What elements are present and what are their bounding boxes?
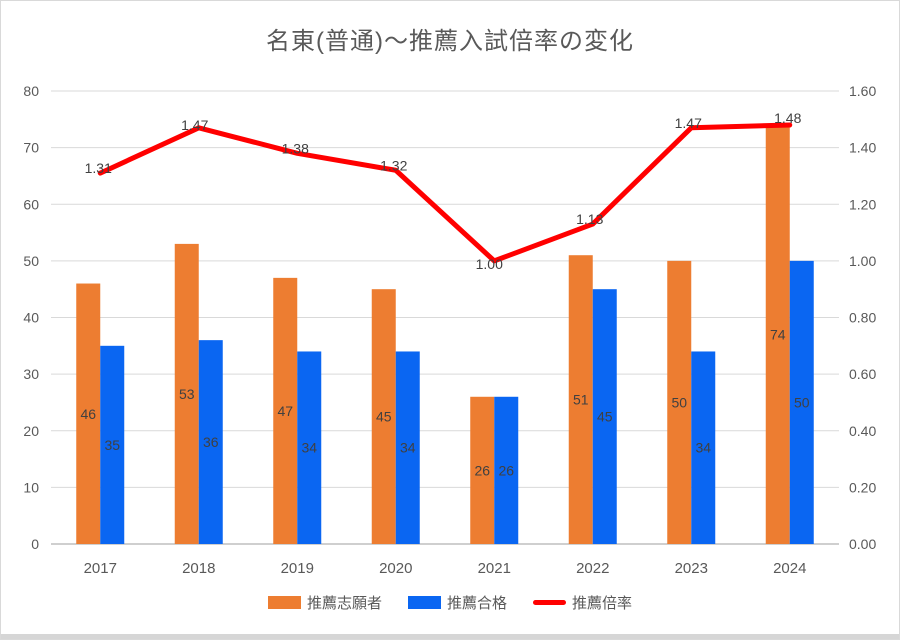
bar-label: 36 (203, 434, 219, 450)
bar-applicants-2017 (76, 283, 101, 544)
y-axis-left-tick: 20 (23, 423, 39, 439)
y-axis-right-tick: 1.40 (849, 140, 876, 156)
bar-label: 45 (376, 409, 392, 425)
x-axis-label: 2024 (773, 560, 806, 577)
bar-label: 45 (597, 409, 613, 425)
bar-label: 26 (498, 462, 514, 478)
line-label: 1.31 (85, 160, 112, 176)
bar-applicants-2020 (371, 289, 396, 544)
y-axis-right-tick: 0.40 (849, 423, 876, 439)
line-label: 1.38 (282, 140, 309, 156)
bar-accepted-2021 (494, 396, 519, 544)
x-axis-label: 2022 (576, 560, 609, 577)
line-label: 1.47 (675, 115, 702, 131)
x-axis-label: 2018 (182, 560, 215, 577)
legend-label: 推薦志願者 (306, 595, 382, 612)
bar-label: 47 (277, 403, 293, 419)
y-axis-right-tick: 0.60 (849, 366, 876, 382)
legend-swatch-bar (407, 596, 441, 609)
legend-swatch-line (533, 600, 566, 605)
line-label: 1.13 (576, 211, 603, 227)
line-label: 1.32 (380, 157, 407, 173)
bar-label: 51 (573, 392, 589, 408)
bar-applicants-2022 (568, 255, 593, 544)
y-axis-left-tick: 70 (23, 140, 39, 156)
y-axis-right-tick: 0.20 (849, 479, 876, 495)
bar-applicants-2024 (765, 124, 790, 544)
bar-accepted-2018 (198, 340, 223, 544)
y-axis-left-tick: 30 (23, 366, 39, 382)
y-axis-left-tick: 10 (23, 479, 39, 495)
line-label: 1.48 (774, 110, 801, 126)
line-label: 1.00 (476, 256, 503, 272)
x-axis-label: 2020 (379, 560, 412, 577)
bar-label: 46 (80, 406, 96, 422)
x-axis-label: 2021 (478, 560, 511, 577)
legend: 推薦志願者 推薦合格 推薦倍率 (1, 592, 899, 613)
legend-item-推薦合格: 推薦合格 (407, 592, 507, 613)
bottom-strip (1, 634, 899, 639)
y-axis-right-tick: 1.00 (849, 253, 876, 269)
bar-accepted-2023 (691, 351, 716, 544)
y-axis-right-tick: 1.20 (849, 196, 876, 212)
bar-label: 34 (695, 440, 711, 456)
bar-applicants-2018 (174, 243, 199, 544)
legend-item-推薦倍率: 推薦倍率 (533, 592, 632, 613)
bar-label: 53 (179, 386, 195, 402)
bar-label: 34 (400, 440, 416, 456)
legend-item-推薦志願者: 推薦志願者 (267, 592, 382, 613)
x-axis-label: 2019 (281, 560, 314, 577)
bar-applicants-2023 (667, 260, 692, 544)
bar-applicants-2021 (470, 396, 495, 544)
y-axis-left-tick: 50 (23, 253, 39, 269)
bar-applicants-2019 (273, 277, 298, 544)
y-axis-right-tick: 1.60 (849, 83, 876, 99)
bar-label: 35 (104, 437, 120, 453)
bar-accepted-2024 (789, 260, 814, 544)
y-axis-right-tick: 0.80 (849, 310, 876, 326)
ratio-line (97, 122, 793, 264)
x-axis-label: 2017 (84, 560, 117, 577)
bar-label: 26 (474, 462, 490, 478)
bar-accepted-2019 (297, 351, 322, 544)
bar-label: 50 (671, 394, 687, 410)
x-axis-label: 2023 (675, 560, 708, 577)
y-axis-left-tick: 60 (23, 196, 39, 212)
chart-title: 名東(普通)～推薦入試倍率の変化 (266, 28, 634, 55)
y-axis-left-tick: 0 (31, 536, 39, 552)
legend-label: 推薦合格 (446, 595, 507, 612)
bar-label: 74 (770, 326, 786, 342)
legend-label: 推薦倍率 (572, 595, 633, 612)
bar-accepted-2020 (395, 351, 420, 544)
bar-accepted-2017 (100, 345, 125, 544)
line-label: 1.47 (181, 117, 208, 133)
legend-swatch-bar (267, 596, 301, 609)
y-axis-right-tick: 0.00 (849, 536, 876, 552)
y-axis-left-tick: 40 (23, 310, 39, 326)
bar-label: 34 (301, 440, 317, 456)
bar-accepted-2022 (592, 289, 617, 544)
bar-label: 50 (794, 394, 810, 410)
y-axis-left-tick: 80 (23, 83, 39, 99)
